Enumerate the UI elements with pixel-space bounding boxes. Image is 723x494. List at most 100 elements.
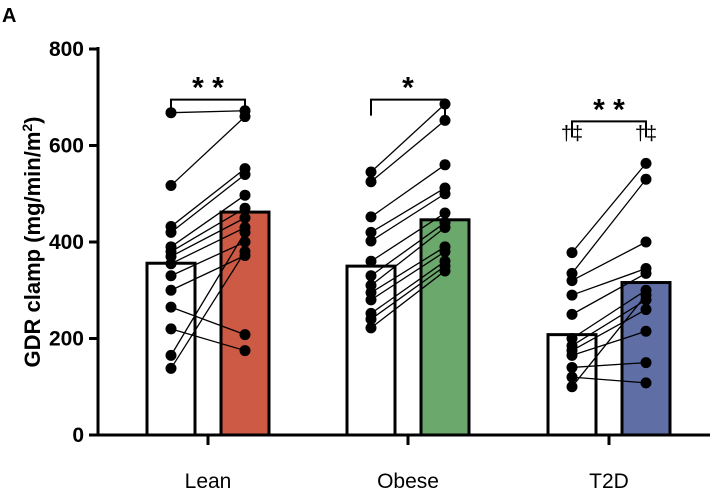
pair-line bbox=[571, 376, 647, 384]
point-after bbox=[439, 222, 451, 234]
pair-line bbox=[571, 294, 647, 388]
x-tick-label: T2D bbox=[589, 470, 629, 493]
pair-line bbox=[370, 227, 446, 286]
pair-line bbox=[170, 232, 246, 356]
point-before bbox=[566, 308, 578, 320]
point-after bbox=[239, 202, 251, 214]
point-after bbox=[239, 246, 251, 258]
pair-line bbox=[370, 251, 446, 301]
point-before bbox=[566, 371, 578, 383]
significance-label: * * bbox=[593, 93, 625, 126]
point-before bbox=[566, 247, 578, 259]
pair-line bbox=[170, 328, 246, 352]
y-axis-label: GDR clamp (mg/min/m2) bbox=[19, 116, 45, 367]
point-after bbox=[239, 212, 251, 224]
y-tick-label: 400 bbox=[49, 231, 84, 254]
point-before bbox=[165, 362, 177, 374]
point-after bbox=[640, 357, 652, 369]
pair-line bbox=[571, 178, 647, 274]
y-tick-label: 200 bbox=[49, 328, 84, 351]
pair-line bbox=[571, 330, 647, 357]
pair-line bbox=[571, 289, 647, 340]
point-before bbox=[365, 313, 377, 325]
y-tick-label: 600 bbox=[49, 135, 84, 158]
pair-line bbox=[170, 116, 246, 187]
point-before bbox=[365, 255, 377, 267]
pair-line bbox=[170, 306, 246, 336]
point-before bbox=[365, 270, 377, 282]
y-tick-label: 800 bbox=[49, 38, 84, 61]
pair-line bbox=[370, 103, 446, 173]
point-before bbox=[566, 289, 578, 301]
pair-line bbox=[370, 212, 446, 262]
pair-line bbox=[370, 187, 446, 233]
point-before bbox=[566, 349, 578, 361]
y-tick-label: 0 bbox=[72, 424, 84, 447]
pair-line bbox=[571, 361, 647, 369]
point-before bbox=[365, 176, 377, 188]
x-tick-label: Obese bbox=[377, 470, 439, 493]
significance-label: * * bbox=[192, 72, 224, 105]
dagger-annotation: †‡ bbox=[635, 123, 657, 145]
significance-bracket bbox=[170, 98, 246, 116]
pair-line bbox=[170, 110, 246, 114]
point-after bbox=[640, 304, 652, 316]
point-before bbox=[566, 381, 578, 393]
point-after bbox=[239, 345, 251, 357]
point-before bbox=[566, 275, 578, 287]
point-after bbox=[640, 236, 652, 248]
point-before bbox=[566, 361, 578, 373]
pair-line bbox=[571, 308, 647, 352]
point-before bbox=[165, 258, 177, 270]
panel-label: A bbox=[2, 5, 16, 27]
pair-line bbox=[370, 119, 446, 183]
point-after bbox=[239, 236, 251, 248]
pair-line bbox=[370, 260, 446, 314]
significance-bracket bbox=[571, 120, 647, 138]
pair-line bbox=[571, 162, 647, 254]
point-after bbox=[439, 265, 451, 277]
pair-line bbox=[370, 222, 446, 277]
significance-label: * bbox=[402, 72, 414, 105]
point-after bbox=[640, 267, 652, 279]
point-after bbox=[239, 226, 251, 238]
point-before bbox=[365, 166, 377, 178]
significance-bracket bbox=[370, 98, 446, 116]
point-after bbox=[640, 157, 652, 169]
pair-line bbox=[170, 241, 246, 277]
pair-line bbox=[170, 194, 246, 248]
pair-line bbox=[370, 193, 446, 242]
point-after bbox=[239, 168, 251, 180]
pair-line bbox=[370, 270, 446, 329]
point-before bbox=[165, 270, 177, 282]
point-after bbox=[439, 159, 451, 171]
point-before bbox=[365, 211, 377, 223]
x-tick-label: Lean bbox=[185, 470, 232, 493]
pair-line bbox=[170, 207, 246, 253]
pair-line bbox=[370, 164, 446, 218]
point-before bbox=[165, 349, 177, 361]
pair-line bbox=[571, 272, 647, 315]
point-before bbox=[365, 235, 377, 247]
pair-line bbox=[370, 246, 446, 294]
point-after bbox=[640, 173, 652, 185]
dagger-annotation: †‡ bbox=[561, 123, 583, 145]
point-before bbox=[365, 294, 377, 306]
pair-line bbox=[370, 265, 446, 320]
pair-line bbox=[571, 241, 647, 282]
point-before bbox=[165, 284, 177, 296]
point-before bbox=[365, 226, 377, 238]
point-after bbox=[439, 246, 451, 258]
point-before bbox=[365, 322, 377, 334]
pair-line bbox=[170, 173, 246, 233]
point-after bbox=[239, 189, 251, 201]
pair-line bbox=[170, 217, 246, 258]
point-after bbox=[439, 207, 451, 219]
pair-line bbox=[170, 254, 246, 291]
point-after bbox=[439, 114, 451, 126]
pair-line bbox=[170, 168, 246, 228]
point-before bbox=[165, 226, 177, 238]
point-before bbox=[165, 301, 177, 313]
point-before bbox=[165, 180, 177, 192]
